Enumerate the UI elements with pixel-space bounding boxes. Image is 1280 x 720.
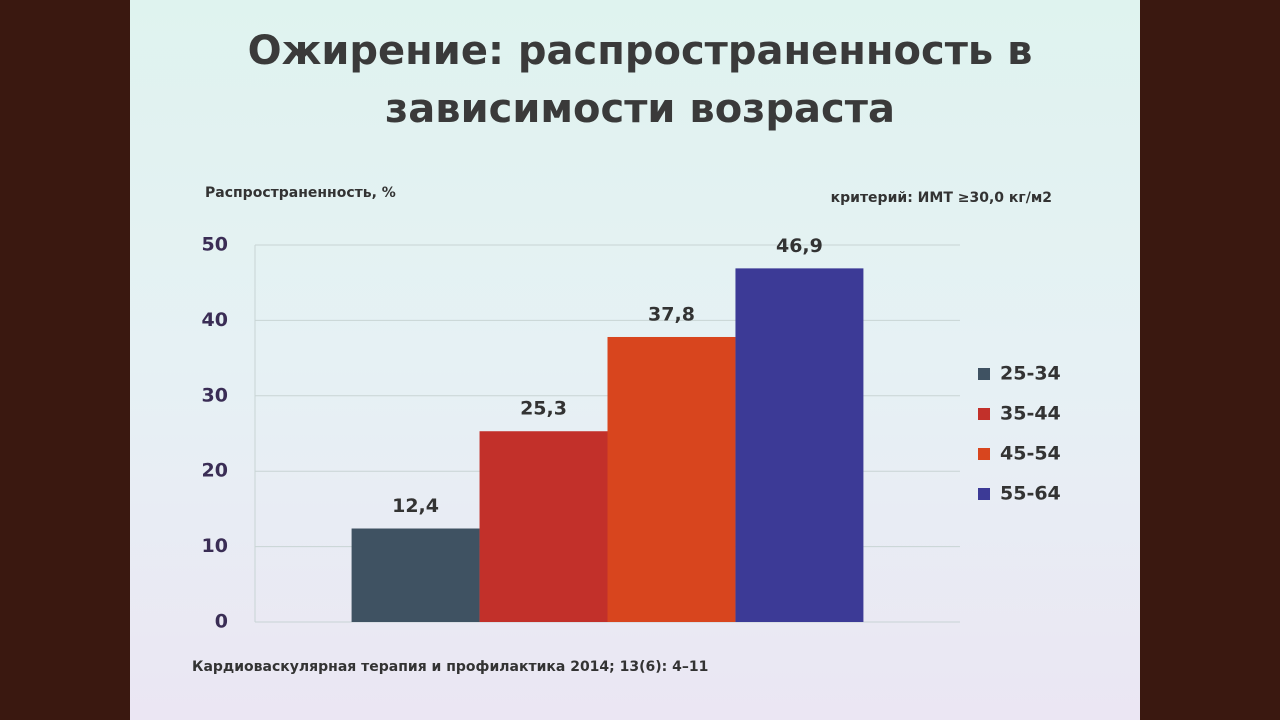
bar — [735, 268, 864, 622]
legend-label: 25-34 — [1000, 363, 1061, 385]
y-tick-label: 30 — [202, 384, 228, 406]
y-tick-label: 10 — [202, 535, 228, 557]
y-tick-label: 0 — [215, 611, 228, 633]
value-label: 37,8 — [648, 303, 695, 325]
legend-label: 35-44 — [1000, 403, 1061, 425]
y-axis-label: Распространенность, % — [205, 185, 396, 201]
chart-title: Ожирение: распространенность в зависимос… — [247, 28, 1033, 132]
bar — [479, 431, 608, 622]
legend-label: 55-64 — [1000, 483, 1061, 505]
value-label: 25,3 — [520, 398, 567, 420]
legend-swatch — [978, 368, 990, 380]
legend-swatch — [978, 488, 990, 500]
bar — [351, 528, 480, 622]
y-tick-label: 50 — [202, 234, 228, 256]
legend-label: 45-54 — [1000, 443, 1061, 465]
bar — [607, 336, 736, 622]
y-tick-label: 20 — [202, 460, 228, 482]
value-label: 12,4 — [392, 495, 439, 517]
legend-swatch — [978, 408, 990, 420]
legend-swatch — [978, 448, 990, 460]
value-label: 46,9 — [776, 235, 823, 257]
source: Кардиоваскулярная терапия и профилактика… — [192, 659, 708, 675]
y-tick-label: 40 — [202, 309, 228, 331]
annotation: критерий: ИМТ ≥30,0 кг/м2 — [831, 190, 1052, 206]
